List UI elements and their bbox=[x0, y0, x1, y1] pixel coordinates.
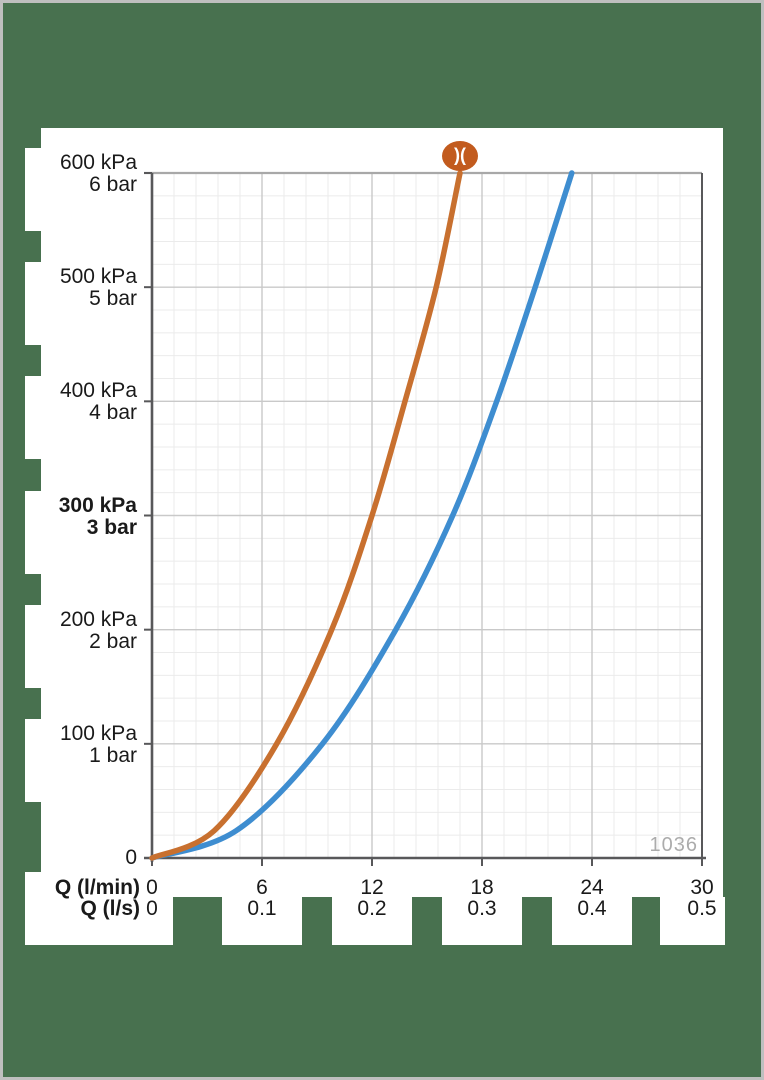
y-axis-label-kpa: 100 kPa bbox=[59, 721, 137, 745]
label-tab bbox=[442, 897, 522, 945]
hansgrohe-logo-icon: )( bbox=[442, 141, 478, 171]
y-axis-label-bar: 4 bar bbox=[89, 401, 137, 425]
y-axis-label: 300 kPa 3 bar bbox=[25, 493, 137, 539]
x-tick-label-ls: 0.4 bbox=[577, 897, 607, 920]
x-tick-label-lmin: 18 bbox=[470, 876, 494, 899]
y-axis-label-kpa: 400 kPa bbox=[59, 379, 137, 403]
x-tick-label-ls: 0.1 bbox=[247, 897, 277, 920]
x-axis-title-lmin: Q (l/min) bbox=[54, 876, 140, 899]
y-axis-label: 500 kPa 5 bar bbox=[25, 266, 137, 310]
y-axis-label-kpa: 200 kPa bbox=[59, 607, 137, 631]
chart-panel bbox=[41, 128, 723, 897]
y-axis-label-kpa: 300 kPa bbox=[58, 493, 137, 517]
y-axis-label-bar: 1 bar bbox=[89, 743, 137, 767]
label-tab bbox=[25, 148, 41, 231]
x-tick-label-lmin: 24 bbox=[580, 876, 604, 899]
y-axis-label: 100 kPa 1 bar bbox=[25, 721, 137, 767]
label-tab bbox=[332, 897, 412, 945]
y-axis-label-bar: 2 bar bbox=[89, 629, 137, 653]
watermark-number: 1036 bbox=[649, 834, 698, 856]
y-axis-label-bar: 5 bar bbox=[89, 287, 137, 311]
label-tab bbox=[25, 262, 41, 346]
y-axis-label: 400 kPa 4 bar bbox=[25, 380, 137, 424]
label-tab bbox=[25, 718, 41, 802]
label-tab bbox=[25, 872, 173, 945]
x-tick-label-ls: 0.2 bbox=[357, 897, 387, 920]
curve-orange bbox=[149, 170, 463, 861]
y-axis-label-bar: 3 bar bbox=[86, 515, 137, 539]
x-axis-title-ls: Q (l/s) bbox=[80, 897, 140, 920]
x-tick-label-ls: 0 bbox=[146, 897, 158, 920]
x-tick-label-ls: 0.5 bbox=[687, 897, 717, 920]
hansgrohe-logo-glyph: )( bbox=[454, 145, 466, 165]
y-axis-label-bar: 6 bar bbox=[89, 173, 137, 196]
label-tab bbox=[25, 604, 41, 688]
x-tick-label-lmin: 6 bbox=[256, 876, 268, 899]
label-tab bbox=[222, 897, 302, 945]
x-tick-label-lmin: 0 bbox=[146, 876, 158, 899]
plot-area bbox=[144, 170, 706, 866]
curve-blue bbox=[149, 170, 575, 861]
y-axis-label-kpa: 500 kPa bbox=[59, 265, 137, 289]
y-axis-label: 200 kPa 2 bar bbox=[25, 607, 137, 653]
label-tab bbox=[552, 897, 632, 945]
x-tick-label-lmin: 12 bbox=[360, 876, 384, 899]
y-axis-label: 600 kPa 6 bar bbox=[25, 152, 137, 196]
label-tab bbox=[660, 897, 725, 945]
x-tick-label-lmin: 30 bbox=[690, 876, 714, 899]
label-tab bbox=[25, 490, 41, 574]
y-axis-label-kpa: 600 kPa bbox=[59, 151, 137, 174]
label-tab bbox=[25, 376, 41, 460]
x-tick-label-ls: 0.3 bbox=[467, 897, 497, 920]
y-axis-zero-label: 0 bbox=[125, 846, 137, 869]
